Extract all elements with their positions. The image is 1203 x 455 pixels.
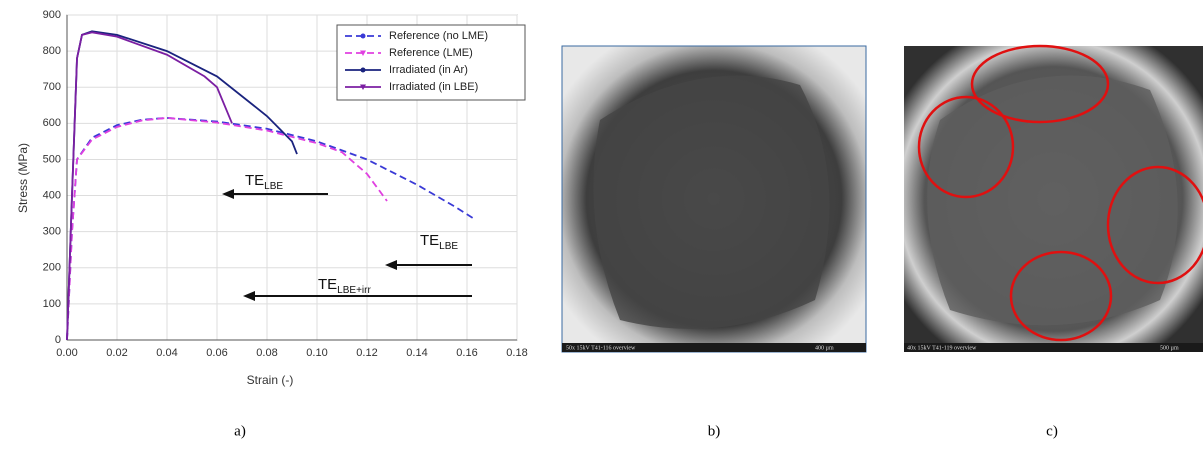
series-line (66, 117, 388, 341)
x-tick-label: 0.18 (506, 347, 527, 359)
y-axis-label: Stress (MPa) (16, 143, 30, 213)
y-tick-label: 200 (43, 262, 61, 274)
y-tick-label: 700 (43, 81, 61, 93)
y-tick-label: 100 (43, 298, 61, 310)
annotation-text: TE (245, 172, 264, 189)
legend-label: Irradiated (in Ar) (389, 64, 468, 76)
arrow-head (385, 260, 397, 270)
arrow-head (222, 189, 234, 199)
annotation: TELBE (420, 232, 458, 252)
annotation-subscript: LBE (264, 181, 283, 192)
legend-marker (360, 33, 366, 39)
y-tick-label: 500 (43, 153, 61, 165)
fracture-surface (593, 75, 830, 329)
info-bar (562, 343, 866, 352)
arrow-head (243, 291, 255, 301)
legend-label: Irradiated (in LBE) (389, 81, 478, 93)
legend-marker (360, 84, 366, 90)
y-tick-label: 800 (43, 45, 61, 57)
x-tick-label: 0.14 (406, 347, 427, 359)
annotation: TELBE (245, 172, 283, 192)
info-bar (904, 343, 1203, 352)
annotation-text: TE (420, 232, 439, 249)
y-tick-label: 600 (43, 117, 61, 129)
x-axis-label: Strain (-) (247, 373, 294, 387)
y-tick-label: 400 (43, 189, 61, 201)
image-caption: 50x 15kV T41-116 overview (566, 345, 636, 351)
panel-label: b) (708, 423, 721, 439)
x-tick-label: 0.02 (106, 347, 127, 359)
legend-marker (360, 50, 366, 56)
x-tick-label: 0.06 (206, 347, 227, 359)
y-tick-label: 300 (43, 226, 61, 238)
annotation-subscript: LBE+irr (337, 285, 371, 296)
x-tick-label: 0.08 (256, 347, 277, 359)
y-tick-label: 0 (55, 334, 61, 346)
series-line (66, 31, 233, 341)
x-tick-label: 0.00 (56, 347, 77, 359)
scale-bar-label: 500 µm (1160, 345, 1179, 351)
x-tick-label: 0.16 (456, 347, 477, 359)
y-tick-label: 900 (43, 9, 61, 21)
x-tick-label: 0.04 (156, 347, 177, 359)
panel-label: a) (234, 423, 246, 439)
legend-marker (360, 67, 366, 73)
legend: Reference (no LME) Reference (LME) Irradia… (336, 24, 526, 101)
image-caption: 40x 15kV T41-119 overview (907, 345, 977, 351)
fracture-surface (927, 75, 1178, 326)
legend-label: Reference (no LME) (389, 30, 488, 42)
panel-label: c) (1046, 423, 1058, 439)
annotation: TELBE+irr (318, 276, 371, 296)
scale-bar-label: 400 µm (815, 345, 834, 351)
legend-label: Reference (LME) (389, 47, 473, 59)
x-tick-label: 0.12 (356, 347, 377, 359)
x-tick-label: 0.10 (306, 347, 327, 359)
annotation-subscript: LBE (439, 241, 458, 252)
highlight-circles (917, 44, 1203, 342)
annotation-text: TE (318, 276, 337, 293)
